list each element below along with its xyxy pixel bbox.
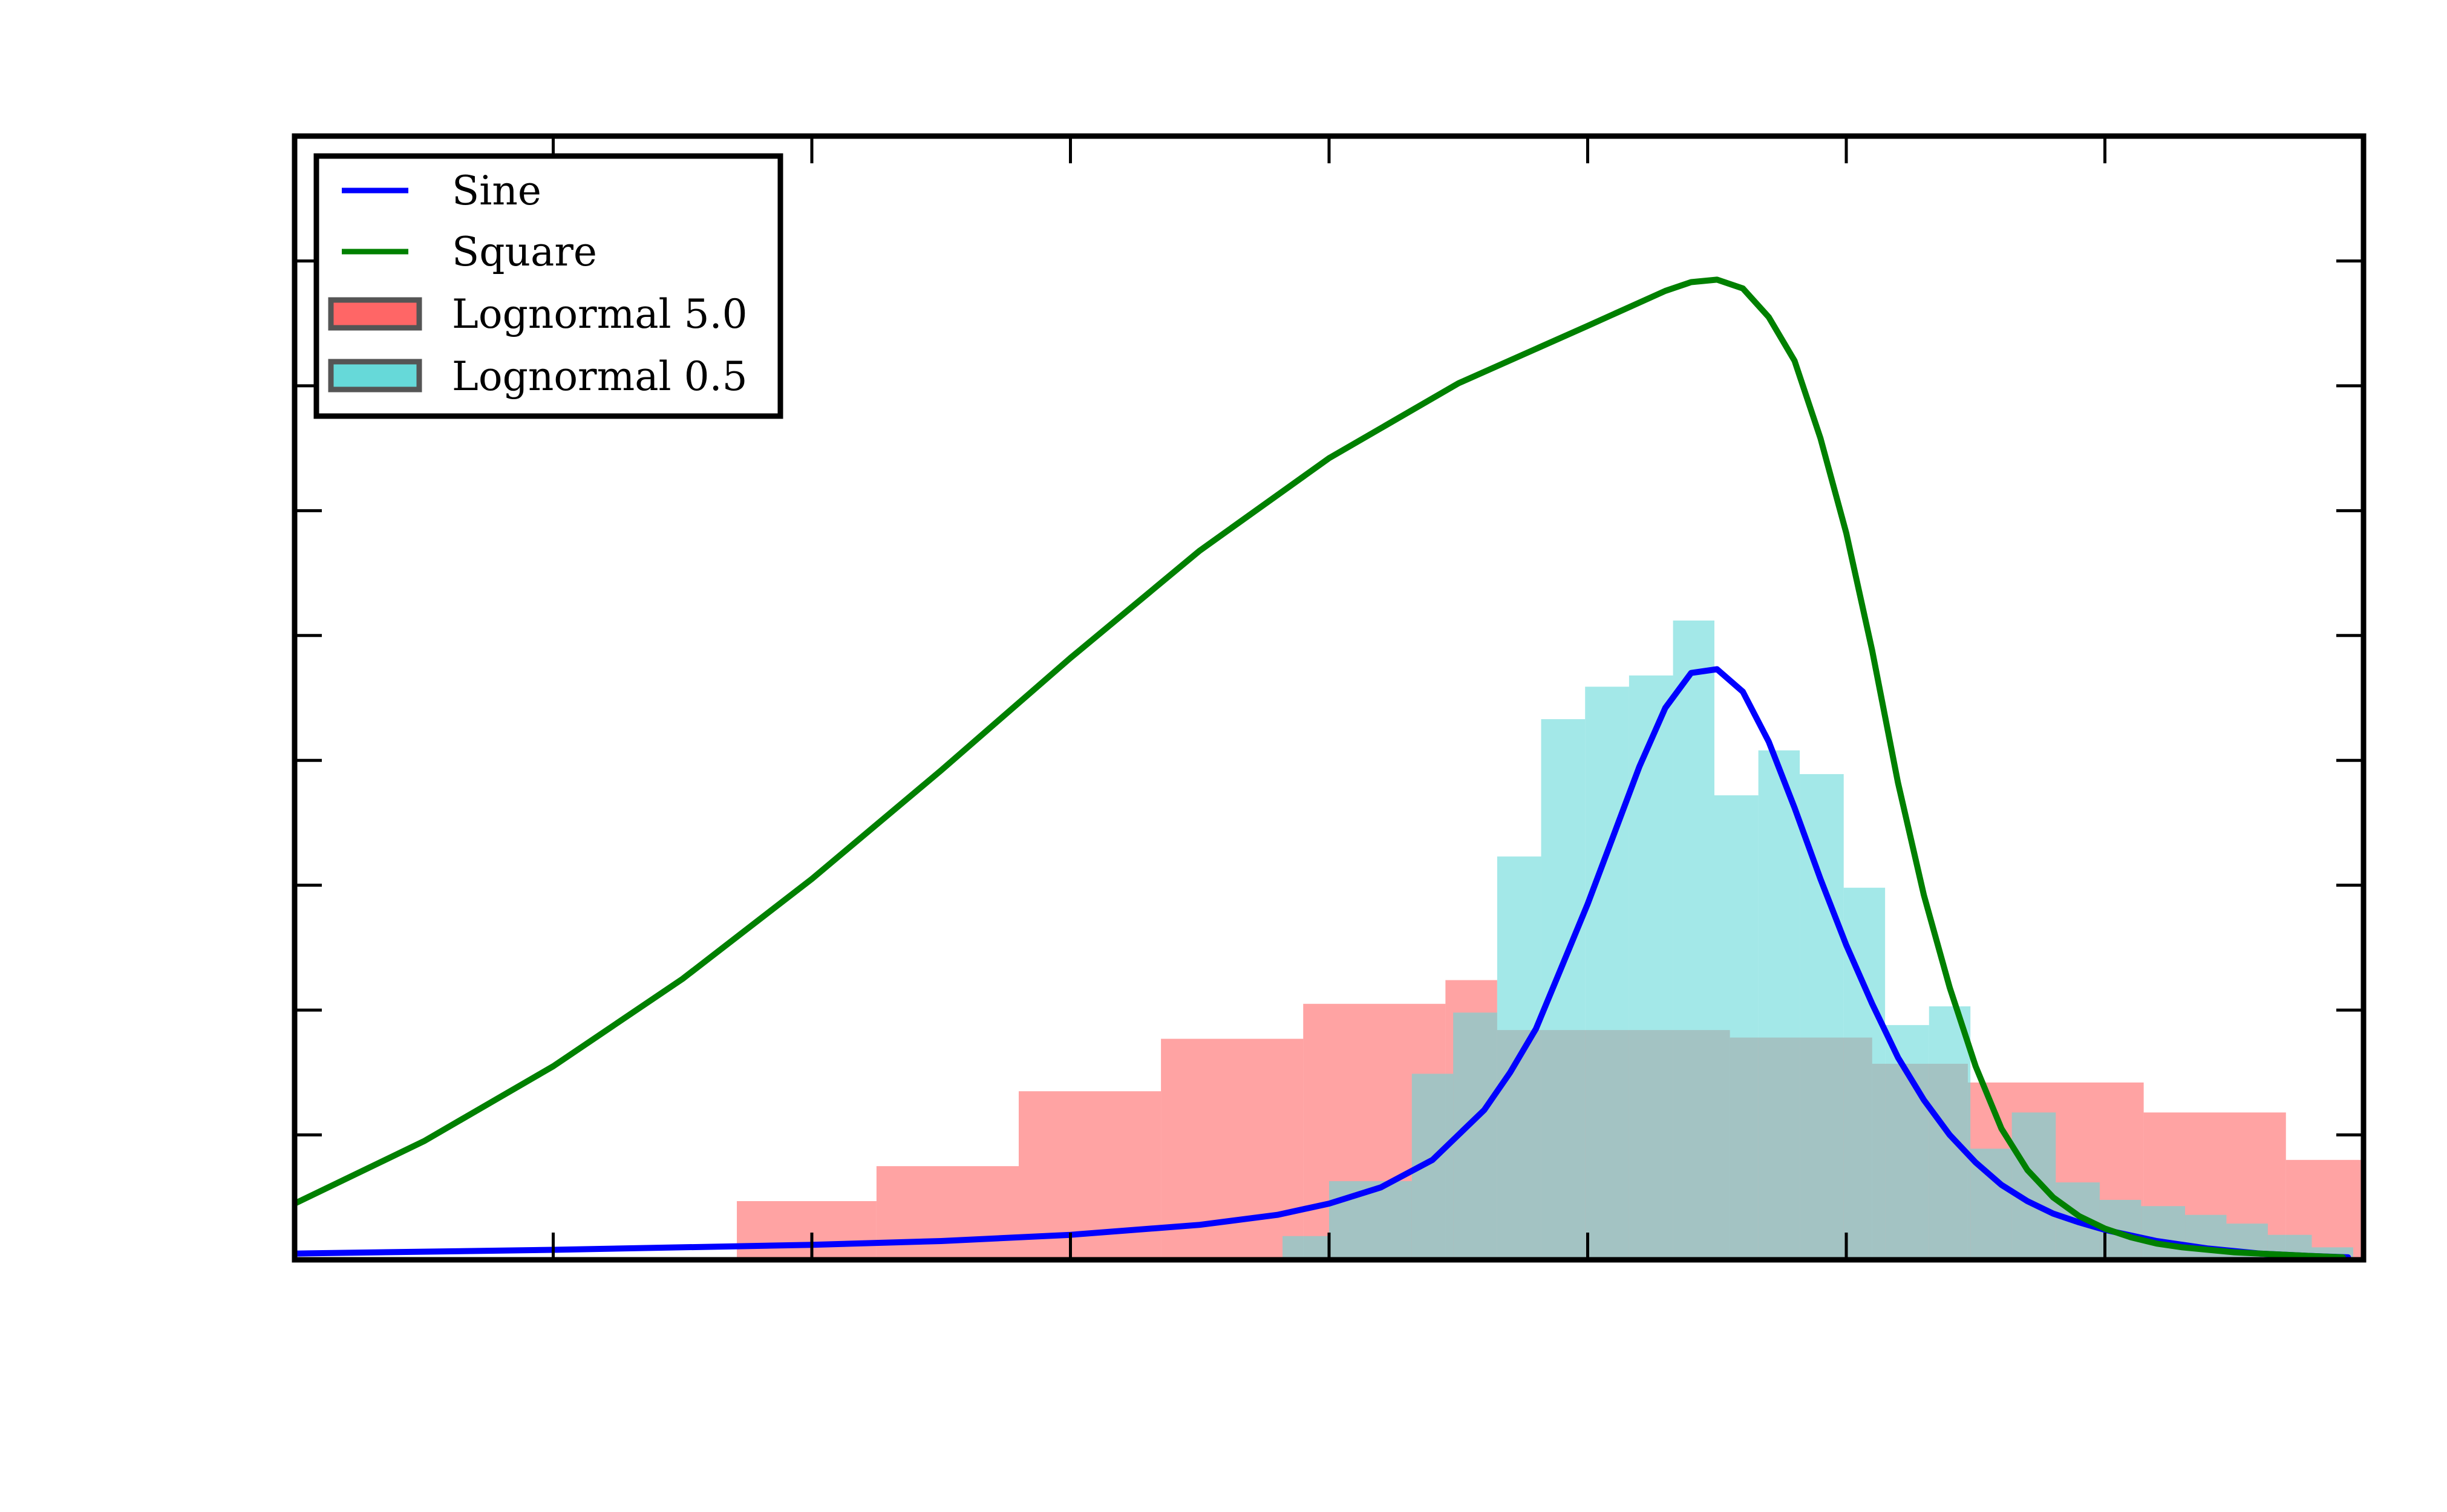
legend-swatch-lognormal-05 xyxy=(328,359,422,393)
histogram-bar xyxy=(2011,1112,2056,1260)
histogram-bar xyxy=(1329,1181,1412,1260)
axes-frame xyxy=(292,133,2367,1263)
legend-label-sine: Sine xyxy=(452,168,541,214)
histogram-bar xyxy=(1843,887,1886,1260)
histogram-bar xyxy=(1629,675,1673,1260)
legend-label-lognormal-5: Lognormal 5.0 xyxy=(452,291,748,337)
legend: Sine Square Lognormal 5.0 Lognormal 0.5 xyxy=(313,153,783,419)
legend-label-lognormal-05: Lognormal 0.5 xyxy=(452,353,748,400)
plot-area xyxy=(295,276,2364,1260)
histogram-bar xyxy=(1585,686,1629,1260)
histogram-bar xyxy=(1673,621,1714,1260)
histogram-bar xyxy=(1541,719,1586,1260)
histogram-bar xyxy=(1714,795,1759,1260)
histogram-bar xyxy=(2141,1206,2186,1260)
histogram-bar xyxy=(1758,750,1800,1260)
legend-swatch-lognormal-5 xyxy=(328,297,422,331)
line-square xyxy=(295,276,2346,1260)
legend-label-square: Square xyxy=(452,229,597,275)
histogram-bar xyxy=(876,1166,1019,1260)
histogram-bar xyxy=(1885,1025,1929,1260)
line-sine xyxy=(295,666,2351,1260)
histogram-bar xyxy=(1282,1236,1329,1260)
histogram-bar xyxy=(1800,774,1844,1260)
histogram-bar xyxy=(737,1201,877,1260)
